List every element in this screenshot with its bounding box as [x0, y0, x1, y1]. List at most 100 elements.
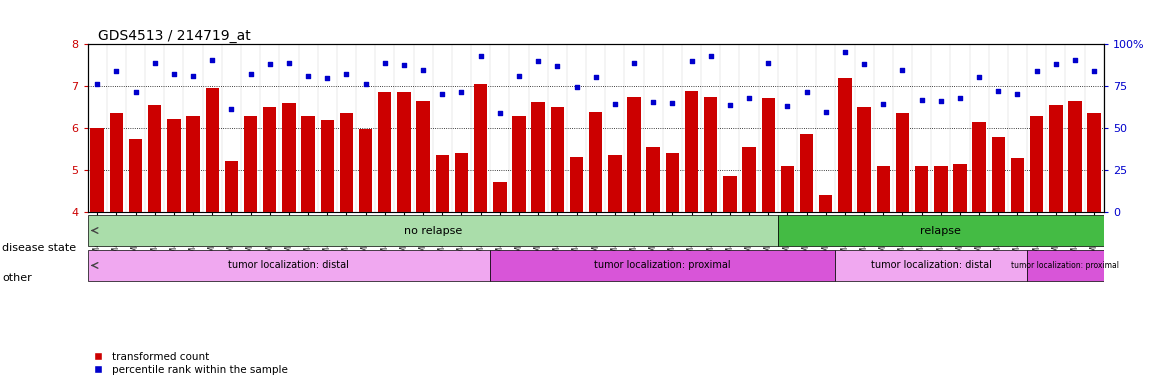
- Point: [222, 106, 241, 113]
- Bar: [187, 116, 200, 212]
- Text: other: other: [2, 273, 32, 283]
- Text: tumor localization: proximal: tumor localization: proximal: [595, 260, 731, 270]
- Bar: [570, 157, 583, 212]
- Bar: [436, 156, 449, 212]
- Bar: [780, 166, 794, 212]
- Point: [663, 100, 682, 106]
- Point: [1085, 68, 1104, 74]
- Text: no relapse: no relapse: [404, 225, 461, 235]
- Bar: [973, 122, 986, 212]
- Point: [165, 71, 183, 78]
- Bar: [531, 102, 544, 212]
- Bar: [953, 164, 967, 212]
- Point: [1008, 91, 1027, 97]
- Point: [548, 63, 566, 69]
- Point: [778, 103, 797, 109]
- Text: disease state: disease state: [2, 243, 76, 253]
- Bar: [992, 137, 1004, 212]
- Bar: [1030, 116, 1043, 212]
- Bar: [1027, 250, 1104, 281]
- Text: tumor localization: distal: tumor localization: distal: [229, 260, 349, 270]
- Bar: [876, 166, 890, 212]
- Point: [969, 74, 988, 80]
- Point: [759, 60, 778, 66]
- Bar: [359, 129, 373, 212]
- Point: [356, 81, 375, 87]
- Bar: [609, 156, 621, 212]
- Point: [625, 60, 644, 66]
- Bar: [1069, 101, 1082, 212]
- Point: [1047, 61, 1065, 68]
- Bar: [857, 107, 871, 212]
- Bar: [1049, 105, 1063, 212]
- Point: [203, 57, 222, 63]
- Bar: [224, 161, 238, 212]
- Point: [568, 84, 586, 90]
- Legend: transformed count, percentile rank within the sample: transformed count, percentile rank withi…: [92, 352, 287, 375]
- Bar: [397, 93, 411, 212]
- Bar: [835, 250, 1027, 281]
- Bar: [90, 128, 104, 212]
- Point: [912, 96, 931, 103]
- Point: [88, 81, 106, 87]
- Point: [951, 95, 969, 101]
- Point: [874, 101, 892, 107]
- Point: [701, 53, 719, 59]
- Bar: [800, 134, 813, 212]
- Bar: [493, 182, 507, 212]
- Bar: [1087, 113, 1101, 212]
- Bar: [474, 84, 487, 212]
- Point: [260, 61, 279, 68]
- Point: [894, 67, 912, 73]
- Point: [1028, 68, 1047, 74]
- Text: relapse: relapse: [920, 225, 961, 235]
- Point: [682, 58, 701, 64]
- Point: [798, 89, 816, 96]
- Point: [126, 89, 145, 96]
- Bar: [244, 116, 257, 212]
- Bar: [206, 88, 218, 212]
- Point: [835, 49, 854, 55]
- Bar: [378, 93, 391, 212]
- Bar: [110, 113, 123, 212]
- Bar: [167, 119, 181, 212]
- Text: tumor localization: distal: tumor localization: distal: [871, 260, 992, 270]
- Bar: [896, 113, 909, 212]
- Bar: [915, 166, 929, 212]
- Bar: [684, 91, 698, 212]
- Bar: [301, 116, 315, 212]
- Bar: [1010, 157, 1024, 212]
- Point: [375, 60, 394, 66]
- Point: [452, 89, 471, 96]
- Bar: [839, 78, 851, 212]
- Bar: [320, 120, 334, 212]
- Bar: [704, 97, 717, 212]
- Text: GDS4513 / 214719_at: GDS4513 / 214719_at: [98, 29, 250, 43]
- Point: [1065, 57, 1084, 63]
- Bar: [550, 107, 564, 212]
- Point: [816, 109, 835, 115]
- Point: [107, 68, 126, 74]
- Bar: [263, 107, 277, 212]
- Bar: [819, 195, 833, 212]
- Point: [989, 88, 1008, 94]
- Point: [739, 95, 758, 101]
- Bar: [340, 113, 353, 212]
- Bar: [148, 105, 161, 212]
- Bar: [666, 153, 679, 212]
- Point: [529, 58, 548, 64]
- Point: [644, 99, 662, 105]
- Point: [395, 62, 413, 68]
- Bar: [589, 112, 603, 212]
- Bar: [513, 116, 526, 212]
- Point: [931, 98, 950, 104]
- Bar: [491, 250, 835, 281]
- Bar: [934, 166, 947, 212]
- Point: [433, 91, 452, 97]
- Bar: [743, 147, 756, 212]
- Point: [509, 73, 528, 79]
- Bar: [627, 97, 641, 212]
- Point: [279, 60, 298, 66]
- Bar: [88, 215, 778, 247]
- Bar: [723, 177, 737, 212]
